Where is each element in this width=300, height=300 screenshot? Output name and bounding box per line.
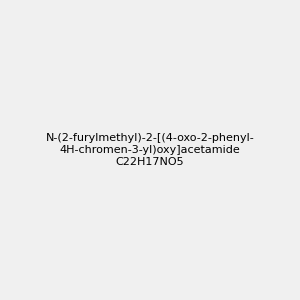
Text: N-(2-furylmethyl)-2-[(4-oxo-2-phenyl-
4H-chromen-3-yl)oxy]acetamide
C22H17NO5: N-(2-furylmethyl)-2-[(4-oxo-2-phenyl- 4H… xyxy=(46,134,254,166)
